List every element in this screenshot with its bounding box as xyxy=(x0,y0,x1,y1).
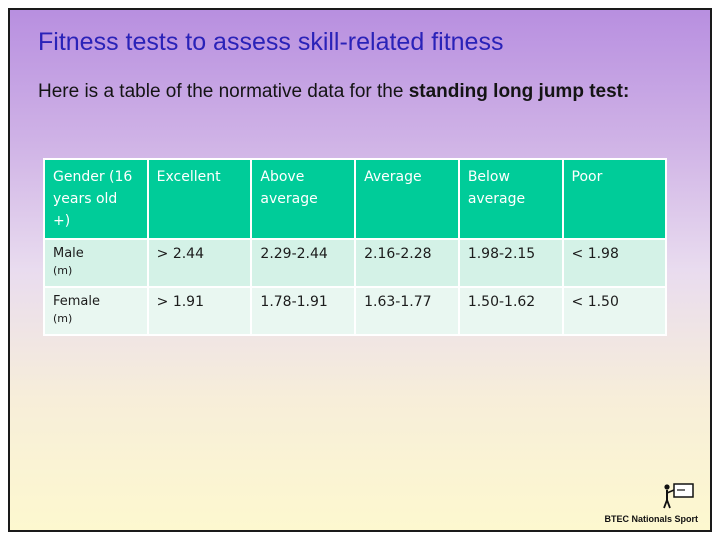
value-cell: 1.78-1.91 xyxy=(250,286,357,336)
header-average: Average xyxy=(354,158,460,240)
value-cell: 1.50-1.62 xyxy=(457,286,564,336)
gender-cell: Female (m) xyxy=(43,286,149,336)
value-cell: > 2.44 xyxy=(146,238,253,288)
slide: Fitness tests to assess skill-related fi… xyxy=(8,8,712,532)
unit-label: (m) xyxy=(53,312,73,325)
table-header-row: Gender (16 years old +) Excellent Above … xyxy=(43,158,668,240)
intro-bold: standing long jump test: xyxy=(408,81,630,102)
header-poor: Poor xyxy=(561,158,668,240)
slide-title: Fitness tests to assess skill-related fi… xyxy=(38,28,504,56)
value-cell: 2.16-2.28 xyxy=(354,238,460,288)
table-row-female: Female (m) > 1.91 1.78-1.91 1.63-1.77 1.… xyxy=(43,286,668,336)
value-cell: < 1.50 xyxy=(561,286,668,336)
intro-plain: Here is a table of the normative data fo… xyxy=(38,81,409,102)
gender-cell: Male (m) xyxy=(43,238,149,288)
table-row-male: Male (m) > 2.44 2.29-2.44 2.16-2.28 1.98… xyxy=(43,238,668,288)
gender-label: Female xyxy=(53,294,101,309)
header-below-average: Below average xyxy=(457,158,564,240)
value-cell: < 1.98 xyxy=(561,238,668,288)
value-cell: 1.63-1.77 xyxy=(354,286,460,336)
header-above-average: Above average xyxy=(250,158,357,240)
unit-label: (m) xyxy=(53,264,73,277)
header-gender: Gender (16 years old +) xyxy=(43,158,149,240)
teacher-at-board-icon xyxy=(663,483,694,509)
normative-data-table: Gender (16 years old +) Excellent Above … xyxy=(43,158,668,336)
header-excellent: Excellent xyxy=(146,158,253,240)
value-cell: 2.29-2.44 xyxy=(250,238,357,288)
intro-text: Here is a table of the normative data fo… xyxy=(38,78,638,106)
value-cell: 1.98-2.15 xyxy=(457,238,564,288)
btec-logo: BTEC Nationals Sport xyxy=(604,482,700,524)
value-cell: > 1.91 xyxy=(146,286,253,336)
logo-text: BTEC Nationals Sport xyxy=(604,514,698,524)
gender-label: Male xyxy=(53,246,84,261)
